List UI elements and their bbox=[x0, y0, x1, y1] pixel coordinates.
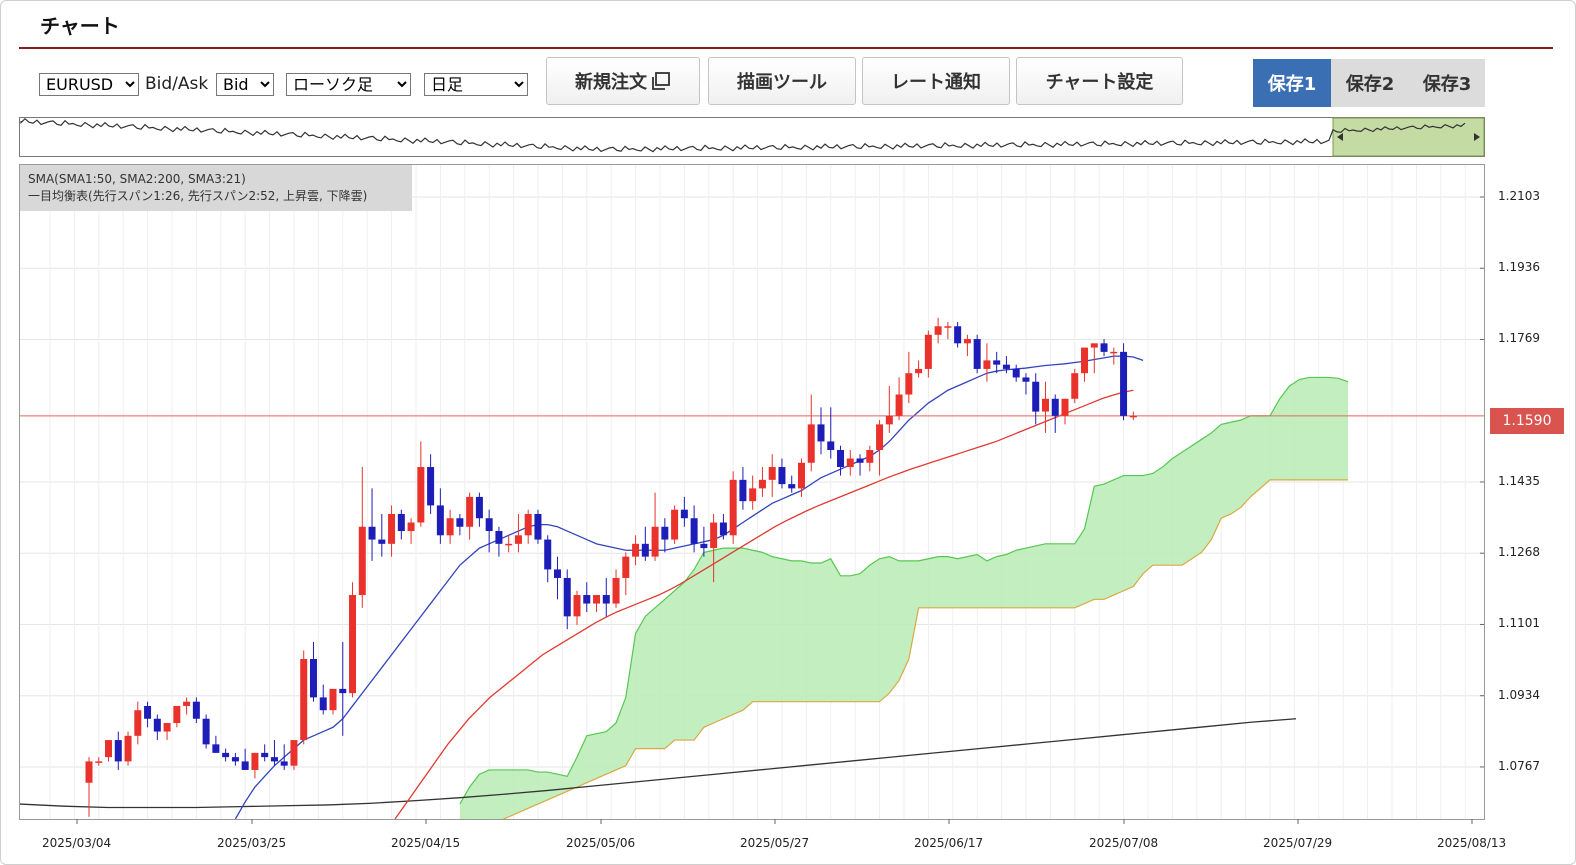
popup-window-icon bbox=[652, 72, 670, 90]
y-tick-label: 1.1435 bbox=[1498, 473, 1540, 488]
x-tick-label: 2025/05/06 bbox=[566, 836, 636, 850]
title-underline bbox=[19, 47, 1553, 49]
legend-ichimoku: 一目均衡表(先行スパン1:26, 先行スパン2:52, 上昇雲, 下降雲) bbox=[28, 189, 368, 203]
y-tick-label: 1.1769 bbox=[1498, 331, 1540, 346]
drawing-tools-button[interactable]: 描画ツール bbox=[708, 57, 856, 105]
y-tick-label: 1.0767 bbox=[1498, 758, 1540, 773]
chart-settings-button[interactable]: チャート設定 bbox=[1016, 57, 1183, 105]
chart-navigator[interactable] bbox=[19, 117, 1485, 157]
x-tick-label: 2025/04/15 bbox=[391, 836, 461, 850]
y-tick-label: 1.1268 bbox=[1498, 545, 1540, 560]
y-tick-label: 1.2103 bbox=[1498, 188, 1540, 203]
indicator-legend: SMA(SMA1:50, SMA2:200, SMA3:21) 一目均衡表(先行… bbox=[20, 165, 412, 211]
timeframe-select[interactable]: 日足 bbox=[424, 73, 528, 96]
page-title: チャート bbox=[40, 14, 120, 38]
current-price-tag: 1.1590 bbox=[1490, 408, 1564, 434]
x-tick-label: 2025/05/27 bbox=[740, 836, 810, 850]
x-tick-label: 2025/08/13 bbox=[1437, 836, 1507, 850]
save-slot-1[interactable]: 保存1 bbox=[1253, 59, 1331, 107]
y-tick-label: 1.0934 bbox=[1498, 687, 1540, 702]
new-order-button[interactable]: 新規注文 bbox=[546, 57, 700, 105]
y-tick-label: 1.1936 bbox=[1498, 260, 1540, 275]
x-tick-label: 2025/03/25 bbox=[217, 836, 287, 850]
save-slot-3[interactable]: 保存3 bbox=[1409, 59, 1485, 107]
x-tick-label: 2025/07/29 bbox=[1263, 836, 1333, 850]
x-tick-label: 2025/07/08 bbox=[1089, 836, 1159, 850]
save-slot-2[interactable]: 保存2 bbox=[1331, 59, 1409, 107]
chart-type-select[interactable]: ローソク足 bbox=[286, 73, 411, 96]
symbol-select[interactable]: EURUSD bbox=[39, 73, 139, 96]
x-tick-label: 2025/06/17 bbox=[914, 836, 984, 850]
new-order-label: 新規注文 bbox=[575, 72, 647, 93]
legend-sma: SMA(SMA1:50, SMA2:200, SMA3:21) bbox=[28, 172, 246, 186]
chart-plot-area[interactable] bbox=[19, 164, 1485, 820]
y-tick-label: 1.1101 bbox=[1498, 616, 1540, 631]
bidask-label: Bid/Ask bbox=[145, 74, 209, 94]
bidask-select[interactable]: Bid bbox=[216, 73, 274, 96]
x-tick-label: 2025/03/04 bbox=[42, 836, 112, 850]
rate-alert-button[interactable]: レート通知 bbox=[862, 57, 1010, 105]
